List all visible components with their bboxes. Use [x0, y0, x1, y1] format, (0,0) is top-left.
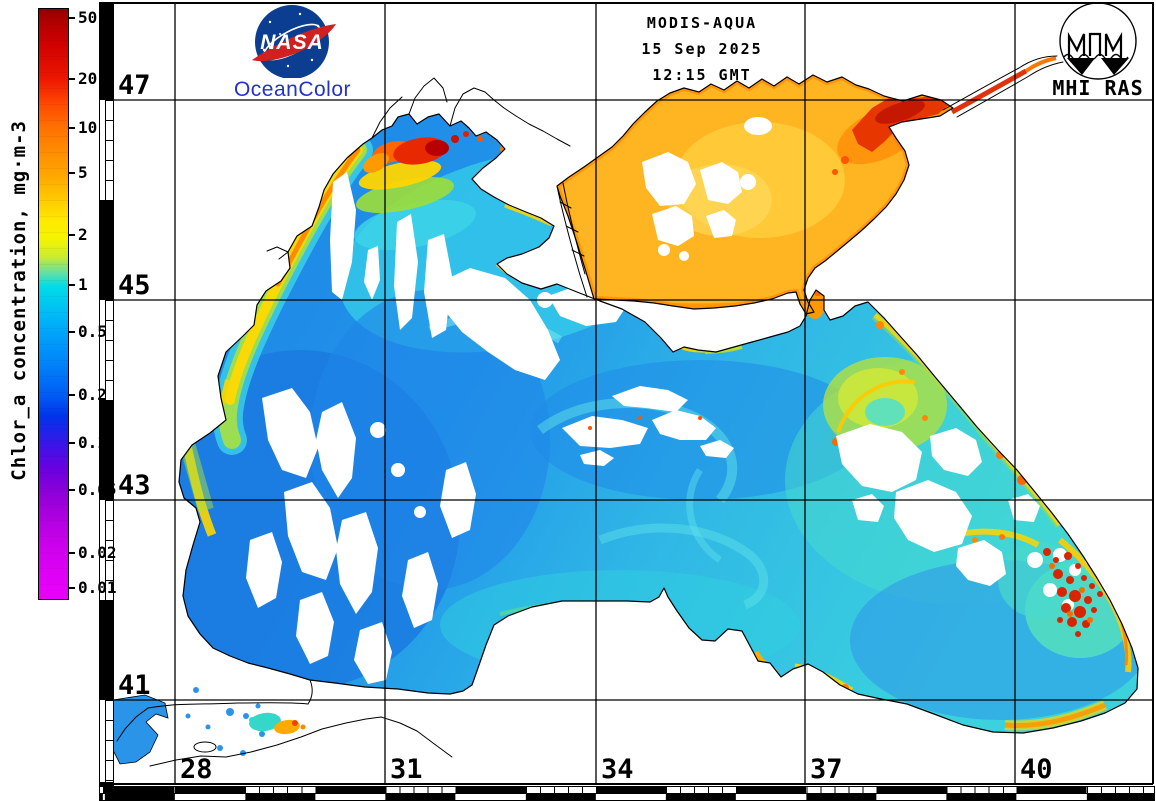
black-sea-pigment-patterns	[179, 131, 1138, 731]
lon-label-40: 40	[1020, 754, 1053, 785]
tick-value: 10	[78, 118, 98, 137]
azov-sea-water	[557, 75, 953, 314]
colorbar-title: Chlor_a concentration, mg·m-3	[8, 119, 30, 481]
cloud-gaps	[246, 172, 1095, 684]
tick-value: 0.05	[78, 480, 117, 499]
tick-mark	[68, 127, 75, 129]
tick-mark	[68, 17, 75, 19]
tick-mark	[68, 331, 75, 333]
colorbar-tick-20: 20	[68, 70, 97, 88]
tick-mark	[68, 284, 75, 286]
tick-mark	[68, 172, 75, 174]
colorbar-tick-2: 2	[68, 226, 88, 244]
longitude-ruler-lower	[100, 794, 1154, 800]
tick-mark	[68, 489, 75, 491]
colorbar-tick-0.2: 0.2	[68, 386, 107, 404]
tick-mark	[68, 234, 75, 236]
tick-mark	[68, 552, 75, 554]
map-frame-right	[1152, 2, 1154, 784]
nasa-logo-icon: NASA	[252, 5, 336, 78]
acquisition-time: 12:15 GMT	[652, 66, 752, 84]
oceancolor-label: OceanColor	[233, 78, 352, 101]
acquisition-date: 15 Sep 2025	[641, 40, 763, 58]
lon-label-28: 28	[180, 754, 213, 785]
coastlines	[116, 55, 1139, 767]
colorbar-tick-0.01: 0.01	[68, 579, 117, 597]
map-frame-top	[99, 2, 1153, 4]
lon-label-37: 37	[810, 754, 843, 785]
longitude-ruler	[99, 786, 1155, 801]
lat-label-43: 43	[118, 470, 151, 501]
se-bloom-speckles	[588, 416, 1103, 637]
colorbar-steps	[39, 9, 68, 599]
azov-cloud-gaps	[642, 117, 772, 261]
tick-value: 1	[78, 275, 88, 294]
svg-text:NASA: NASA	[260, 31, 324, 54]
map-frame-bottom	[99, 783, 1153, 785]
tick-value: 0.1	[78, 433, 107, 452]
grid-lines	[112, 2, 1153, 784]
lat-label-41: 41	[118, 670, 151, 701]
lat-label-45: 45	[118, 270, 151, 301]
lon-label-31: 31	[390, 754, 423, 785]
tick-value: 20	[78, 69, 98, 88]
tick-value: 0.2	[78, 385, 107, 404]
sensor-name: MODIS-AQUA	[646, 14, 758, 32]
acquisition-info: MODIS-AQUA 15 Sep 2025 12:15 GMT	[596, 14, 808, 92]
mhi-ras-logo-icon	[1059, 2, 1137, 80]
colorbar-scale	[38, 8, 69, 600]
tick-value: 50	[78, 8, 98, 27]
colorbar-tick-0.5: 0.5	[68, 323, 107, 341]
colorbar-tick-1: 1	[68, 276, 88, 294]
lon-label-34: 34	[601, 754, 634, 785]
mhi-ras-label: MHI RAS	[1052, 76, 1144, 100]
latitude-minor-ticks	[105, 3, 113, 785]
tick-mark	[68, 394, 75, 396]
colorbar-title-wrap: Chlor_a concentration, mg·m-3	[0, 0, 38, 600]
latitude-ruler	[99, 2, 114, 786]
colorbar-tick-0.1: 0.1	[68, 434, 107, 452]
tick-value: 0.01	[78, 578, 117, 597]
longitude-minor-ticks	[100, 787, 1154, 793]
colorbar-tick-10: 10	[68, 119, 97, 137]
tick-value: 0.5	[78, 322, 107, 341]
marmara-region	[112, 687, 306, 765]
tick-value: 0.02	[78, 543, 117, 562]
colorbar-tick-0.05: 0.05	[68, 481, 117, 499]
longitude-ruler-upper	[100, 787, 1154, 794]
tick-value: 5	[78, 163, 88, 182]
colorbar-tick-0.02: 0.02	[68, 544, 117, 562]
colorbar-tick-50: 50	[68, 9, 97, 27]
tick-mark	[68, 78, 75, 80]
colorbar-tick-5: 5	[68, 164, 88, 182]
tick-value: 2	[78, 225, 88, 244]
lat-label-47: 47	[118, 70, 151, 101]
tick-mark	[68, 587, 75, 589]
don-river-plume	[950, 56, 1057, 115]
tick-mark	[68, 442, 75, 444]
